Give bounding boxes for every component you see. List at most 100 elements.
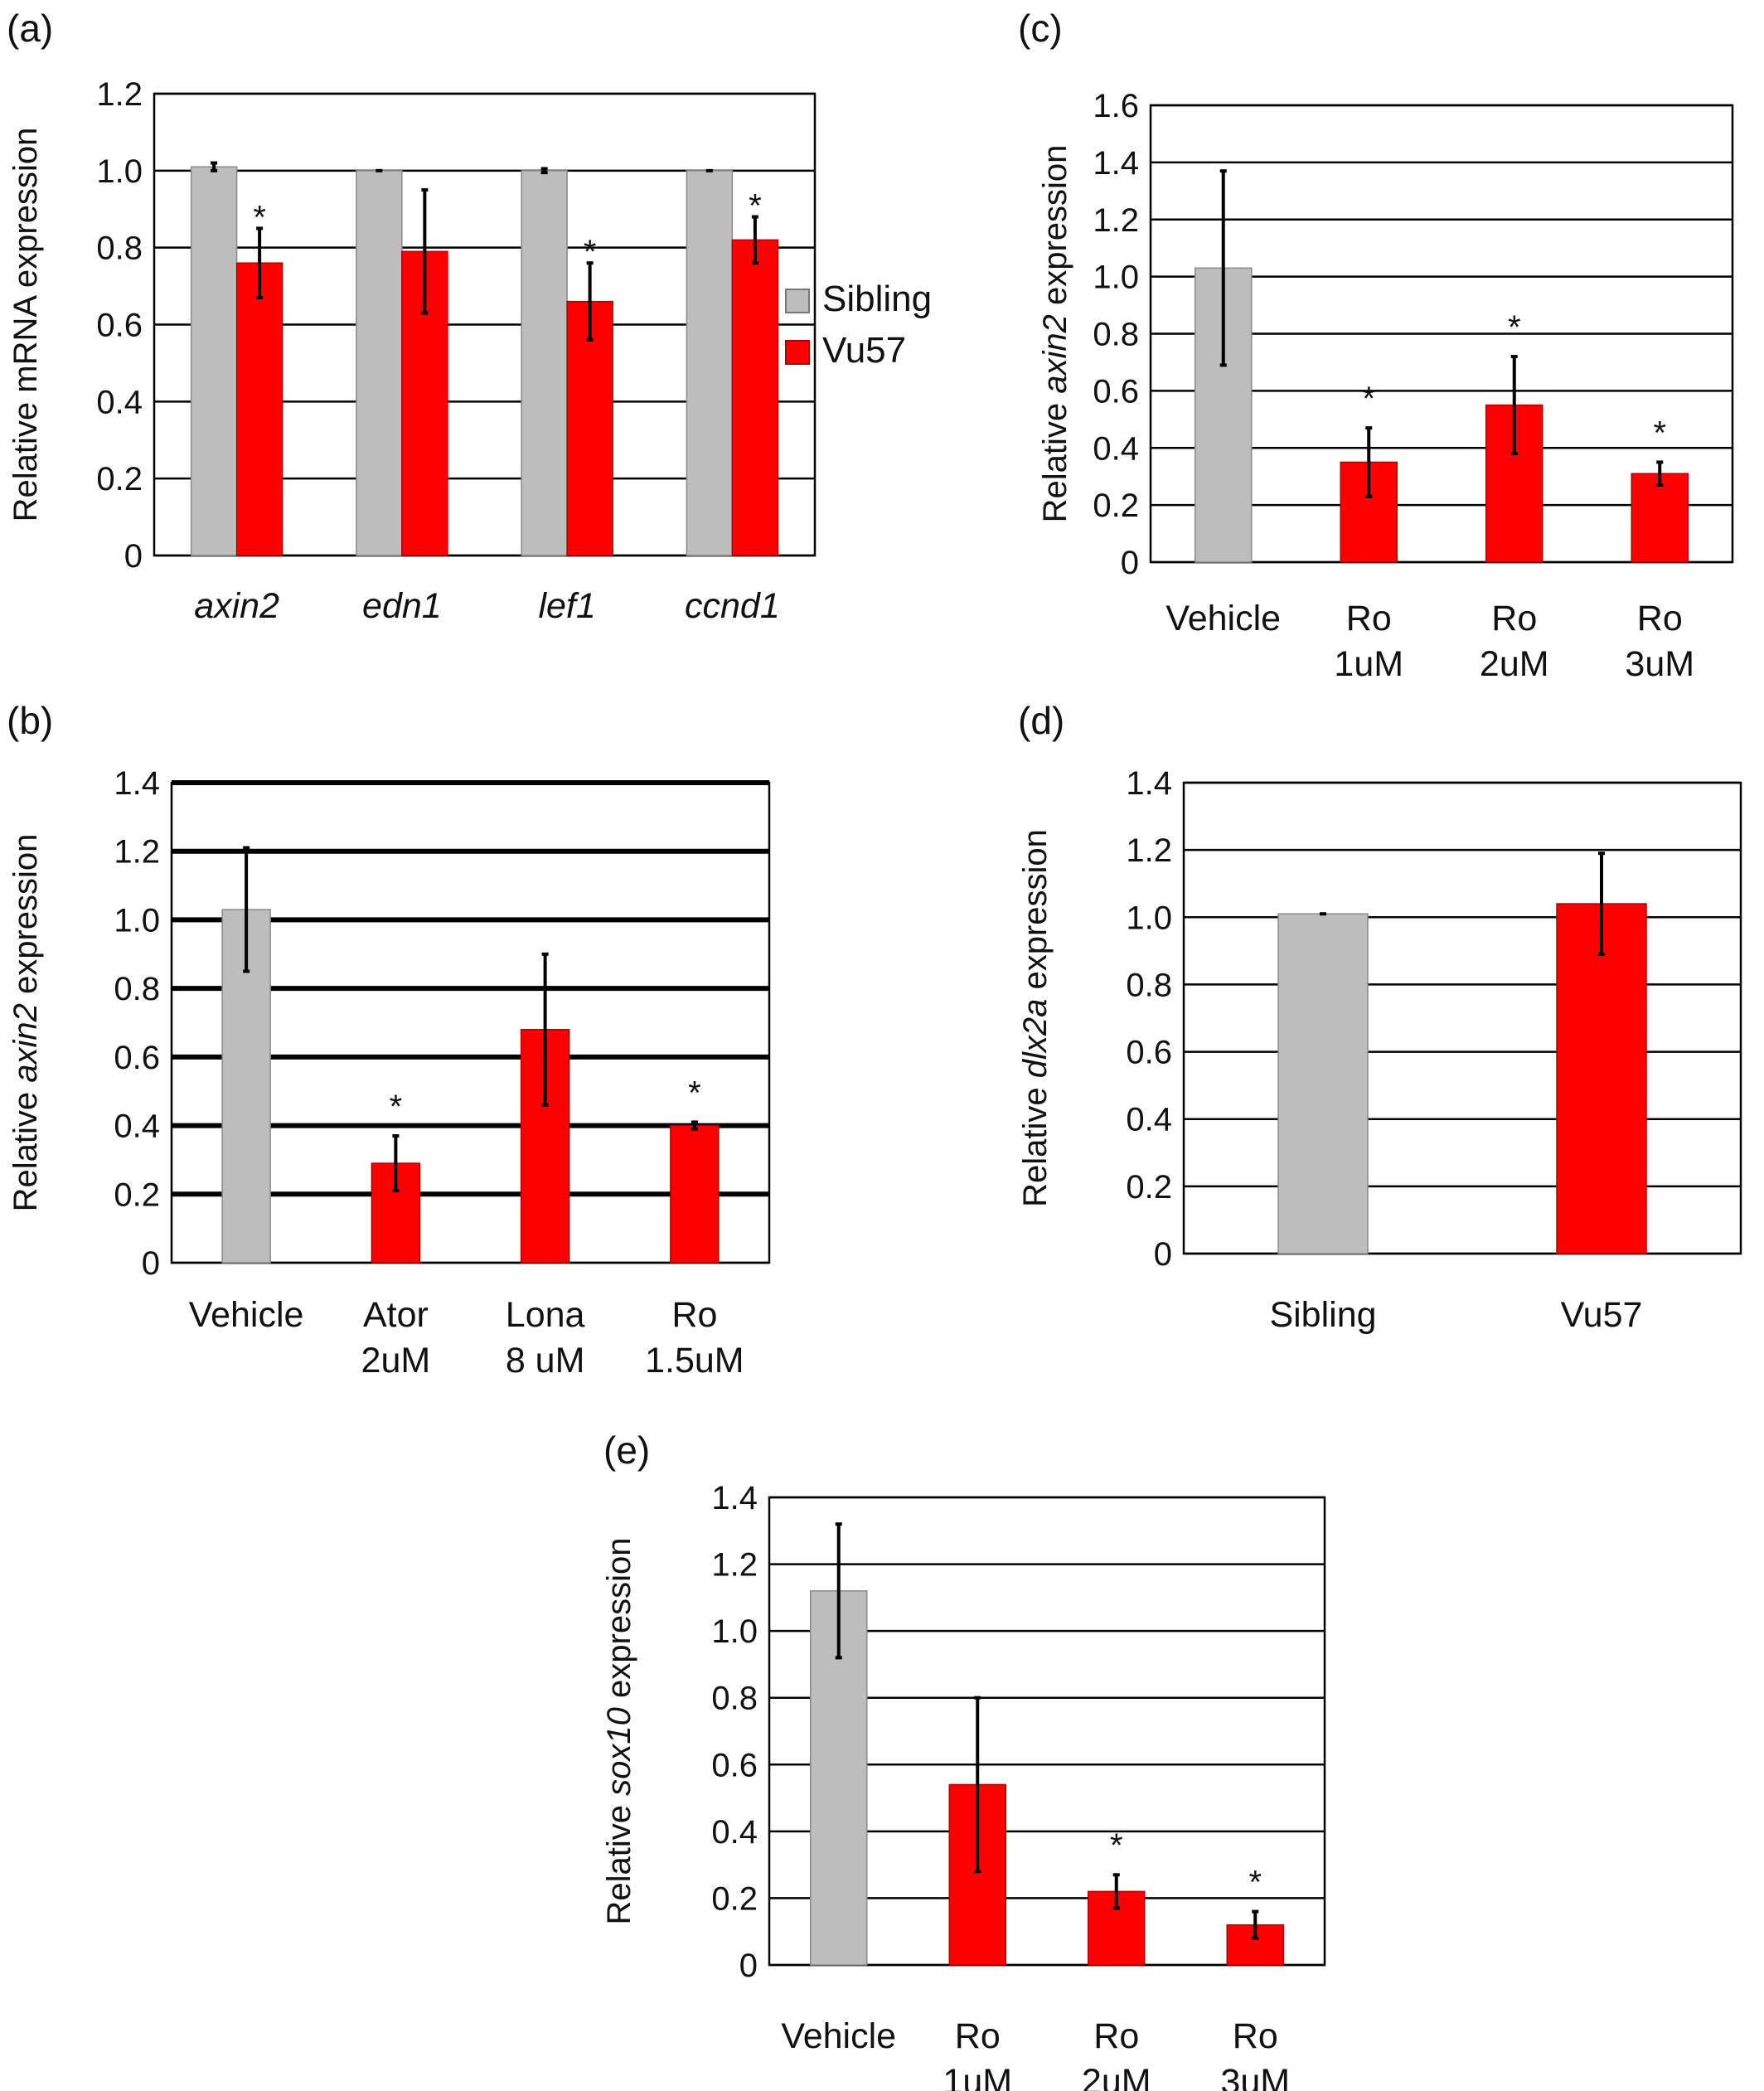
x-category-label: 3uM: [1625, 644, 1694, 684]
y-tick-label: 1.0: [96, 153, 143, 190]
x-category-label: ccnd1: [685, 586, 780, 626]
significance-marker: *: [584, 234, 597, 270]
bar: [190, 166, 238, 556]
y-axis-label-part: expression: [7, 834, 44, 1004]
bar: [235, 262, 284, 556]
chart-panel-b: (b) 0 0.2 0.4 0.6 0.8 1.0 1.2 1.4 Relative axin2 …: [7, 699, 771, 1380]
x-category-label: 1uM: [943, 2062, 1012, 2091]
y-axis-label: Relative mRNA expression: [7, 128, 44, 522]
y-tick-label: 0: [1154, 1236, 1172, 1273]
plot-frame: [153, 92, 817, 557]
y-tick-label: 1.4: [114, 765, 160, 802]
x-category-label: Ro: [955, 2016, 1001, 2056]
x-category-label: Ro: [1637, 599, 1683, 638]
y-axis-label-part: expression: [1037, 145, 1073, 315]
panel-label: (e): [603, 1429, 650, 1472]
bar: [1277, 913, 1369, 1254]
chart-panel-d: (d) 0 0.2 0.4 0.6 0.8 1.0 1.2 1.4 Relative dlx2a …: [1017, 699, 1742, 1335]
y-axis-label-part: expression: [601, 1538, 637, 1708]
y-axis-label: Relative dlx2a expression: [1017, 829, 1054, 1207]
plot-frame: [170, 781, 771, 1264]
y-axis-label: Relative axin2 expression: [1037, 145, 1073, 523]
y-tick-label: 0.6: [96, 308, 143, 344]
x-category-label: Ro: [1233, 2016, 1278, 2056]
y-axis-label-part: dlx2a: [1017, 999, 1054, 1079]
x-category-label: 8 uM: [506, 1341, 585, 1380]
plot-frame: [768, 1496, 1326, 1967]
x-category-label: Lona: [506, 1295, 585, 1335]
y-tick-label: 1.0: [114, 902, 160, 939]
x-category-label: Vehicle: [189, 1295, 304, 1335]
plot-frame: [1182, 781, 1742, 1255]
y-axis-label-part: Relative: [1017, 1078, 1054, 1207]
y-tick-label: 1.4: [1126, 765, 1172, 802]
bar: [356, 170, 403, 556]
y-tick-label: 1.2: [1126, 832, 1172, 869]
x-category-label: 3uM: [1220, 2062, 1290, 2091]
x-category-label: Ro: [1346, 599, 1392, 638]
y-tick-label: 0.2: [96, 461, 143, 497]
y-tick-label: 0: [1121, 545, 1139, 581]
bar: [521, 170, 568, 556]
x-category-label: Sibling: [1269, 1295, 1376, 1335]
bar: [670, 1124, 720, 1264]
y-tick-label: 1.2: [1093, 202, 1139, 239]
y-tick-label: 0.6: [1093, 373, 1139, 410]
x-category-label: Ator: [363, 1295, 429, 1335]
y-tick-label: 0.8: [114, 971, 160, 1007]
y-tick-label: 0: [124, 538, 143, 575]
legend-swatch: [785, 340, 810, 365]
y-tick-label: 1.2: [711, 1547, 758, 1584]
panel-label: (d): [1018, 699, 1064, 742]
y-tick-label: 0.8: [711, 1681, 758, 1717]
y-axis-label: Relative axin2 expression: [7, 834, 44, 1212]
y-axis-label-part: axin2: [7, 1003, 44, 1083]
y-tick-label: 0: [142, 1245, 160, 1282]
x-category-label: 1uM: [1334, 644, 1403, 684]
legend-swatch: [785, 289, 810, 313]
significance-marker: *: [1508, 309, 1521, 346]
y-tick-label: 0.4: [1093, 430, 1139, 467]
chart-panel-c: (c) 0 0.2 0.4 0.6 0.8 1.0 1.2 1.4 1.6 Relative axi…: [1018, 7, 1734, 684]
y-tick-label: 0.8: [96, 230, 143, 267]
y-tick-label: 0.6: [1126, 1035, 1172, 1071]
y-tick-label: 1.4: [1093, 145, 1139, 182]
significance-marker: *: [390, 1089, 403, 1125]
panel-label: (b): [7, 699, 53, 742]
significance-marker: *: [1248, 1865, 1262, 1901]
y-axis-label: Relative sox10 expression: [601, 1538, 637, 1925]
y-tick-label: 0.8: [1126, 967, 1172, 1003]
x-category-label: Vehicle: [1166, 599, 1281, 638]
y-tick-label: 0.4: [1126, 1102, 1172, 1138]
y-tick-label: 1.0: [711, 1613, 758, 1650]
chart-panel-e: (e) 0 0.2 0.4 0.6 0.8 1.0 1.2 1.4 Relative sox10 …: [601, 1429, 1326, 2091]
x-category-label: 2uM: [1480, 644, 1549, 684]
x-category-label: 2uM: [1082, 2062, 1151, 2091]
x-category-label: 2uM: [361, 1341, 431, 1380]
significance-marker: *: [1110, 1827, 1123, 1864]
legend-label: Sibling: [822, 279, 932, 319]
y-tick-label: 1.4: [711, 1480, 758, 1516]
y-tick-label: 0.2: [711, 1880, 758, 1917]
y-axis-label-part: sox10: [601, 1707, 637, 1796]
x-category-label: Ro: [1491, 599, 1537, 638]
y-axis-label-part: Relative: [601, 1796, 637, 1925]
y-tick-label: 1.2: [114, 834, 160, 871]
panel-label: (c): [1018, 7, 1063, 50]
y-axis-label-part: expression: [1017, 829, 1054, 999]
chart-panel-a: (a) 0 0.2 0.4 0.6 0.8 1.0 1.2 Relative mRNA expr…: [7, 7, 932, 626]
significance-marker: *: [688, 1075, 701, 1111]
x-category-label: 1.5uM: [645, 1341, 744, 1380]
significance-marker: *: [253, 199, 266, 235]
y-tick-label: 1.0: [1093, 260, 1139, 296]
y-axis-label-part: Relative: [1037, 394, 1073, 523]
significance-marker: *: [1653, 415, 1666, 451]
bar: [686, 170, 734, 556]
x-category-label: Ro: [671, 1295, 717, 1335]
x-category-label: Vehicle: [781, 2016, 896, 2056]
y-tick-label: 0.4: [711, 1814, 758, 1851]
bar: [1631, 473, 1689, 563]
y-tick-label: 0.4: [114, 1109, 160, 1145]
x-category-label: edn1: [362, 586, 442, 626]
